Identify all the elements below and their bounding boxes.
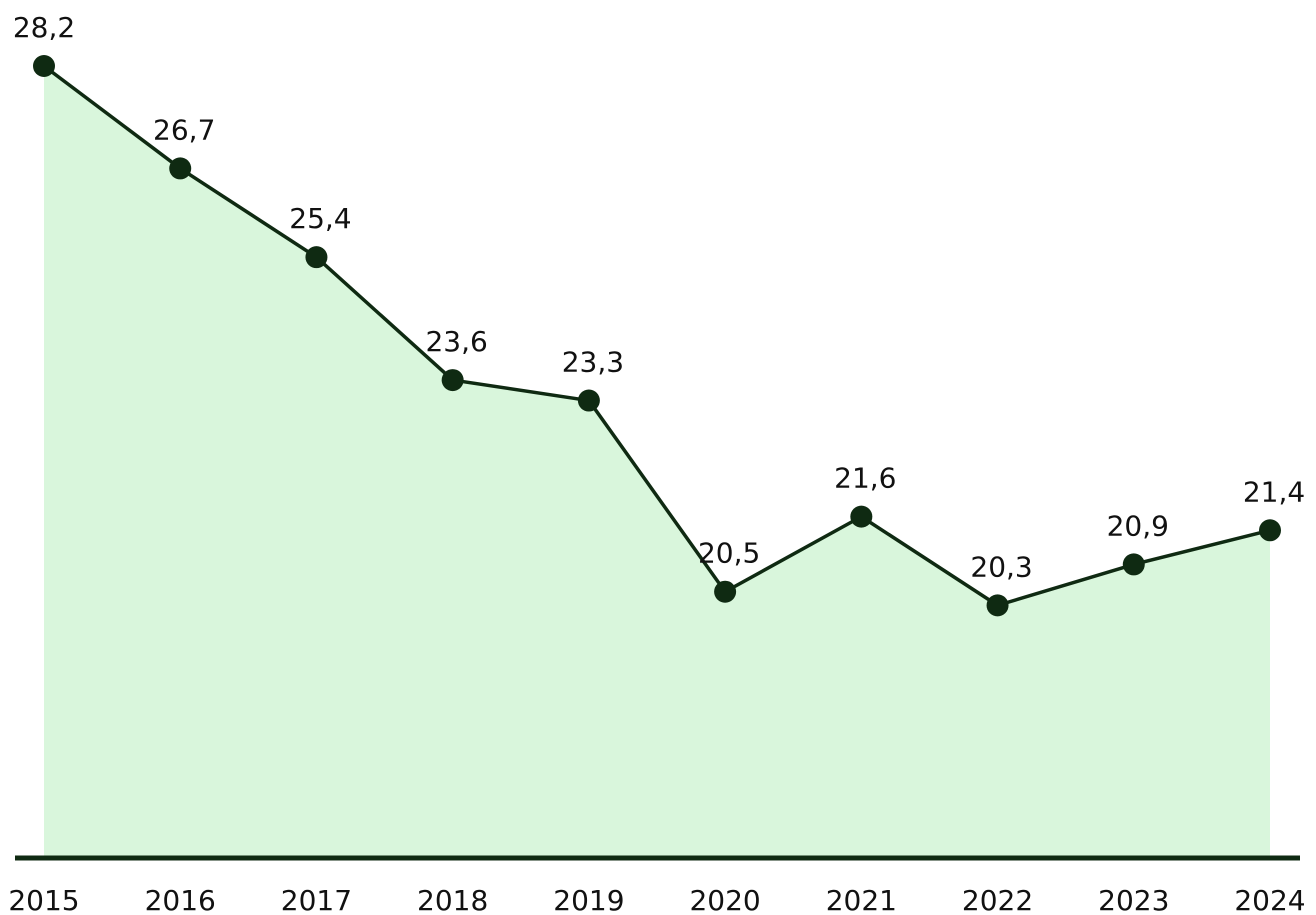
- data-label: 21,4: [1243, 475, 1305, 508]
- x-tick-label: 2022: [962, 884, 1033, 915]
- area: [44, 66, 1270, 858]
- data-label: 23,3: [562, 346, 624, 379]
- x-tick-label: 2021: [826, 884, 897, 915]
- data-label: 26,7: [153, 113, 215, 146]
- x-tick-label: 2018: [417, 884, 488, 915]
- marker: [577, 389, 600, 412]
- data-label: 23,6: [425, 325, 487, 358]
- data-label: 21,6: [834, 462, 896, 495]
- x-tick-label: 2017: [281, 884, 352, 915]
- x-tick-label: 2024: [1234, 884, 1305, 915]
- marker: [850, 505, 873, 528]
- data-label: 20,9: [1107, 509, 1169, 542]
- x-tick-label: 2016: [145, 884, 216, 915]
- marker: [169, 157, 192, 180]
- x-tick-label: 2020: [689, 884, 760, 915]
- data-label: 28,2: [13, 11, 75, 44]
- x-tick-label: 2015: [8, 884, 79, 915]
- marker: [441, 369, 464, 392]
- marker: [33, 55, 55, 77]
- marker: [1122, 553, 1145, 576]
- line: [42, 64, 1271, 608]
- data-label: 20,5: [698, 537, 760, 570]
- data-label: 25,4: [289, 202, 351, 235]
- marker: [1259, 519, 1281, 542]
- marker: [714, 580, 737, 603]
- x-tick-label: 2023: [1098, 884, 1169, 915]
- data-label: 20,3: [970, 550, 1032, 583]
- x-tick-label: 2019: [553, 884, 624, 915]
- marker: [305, 246, 328, 269]
- marker: [986, 594, 1009, 617]
